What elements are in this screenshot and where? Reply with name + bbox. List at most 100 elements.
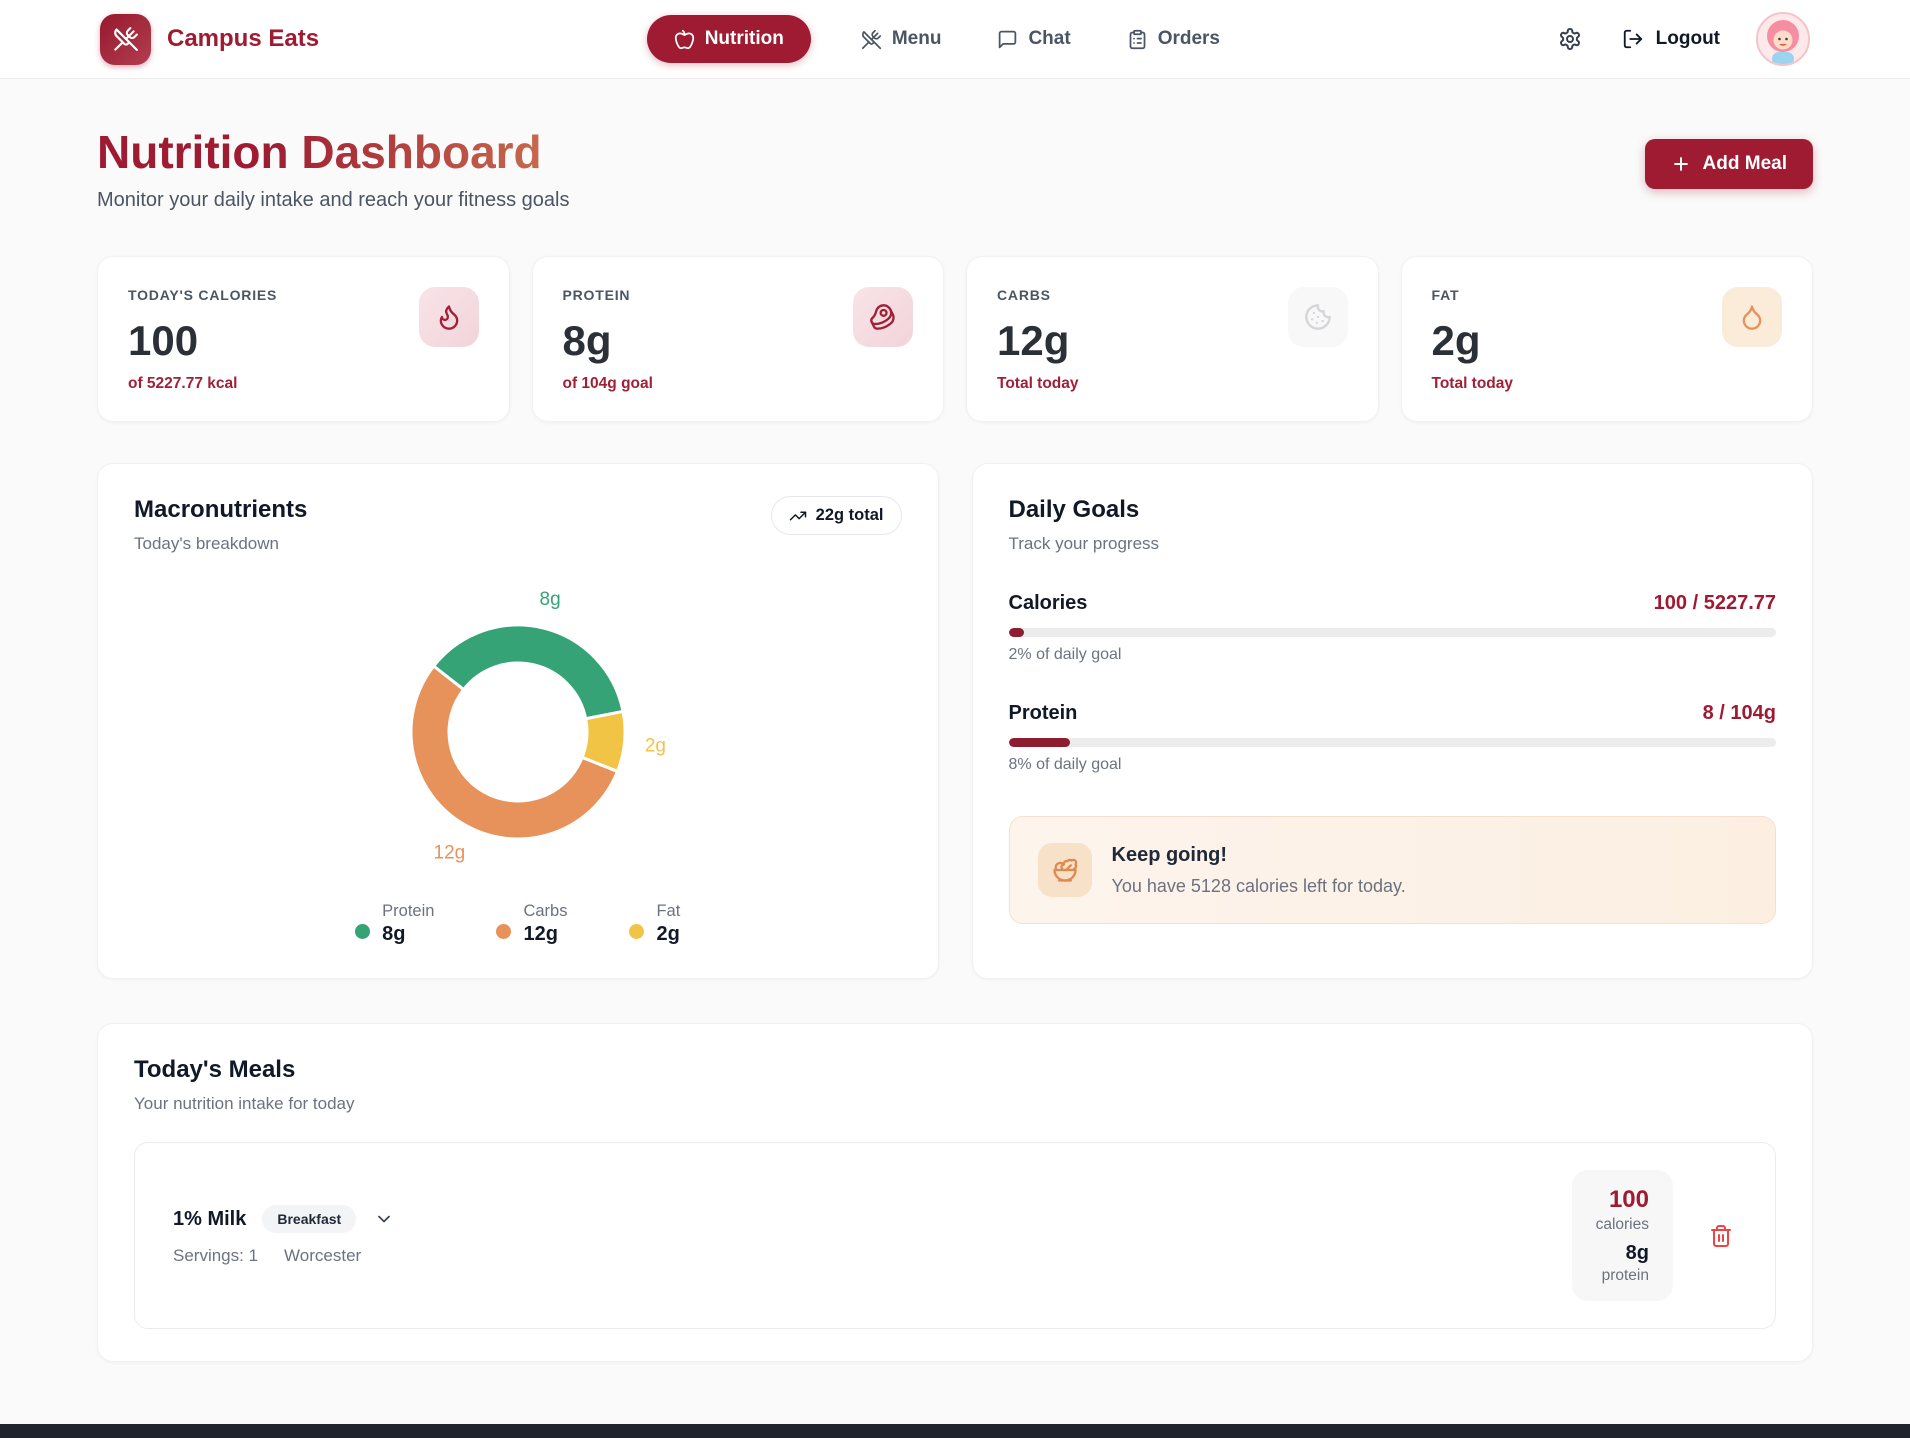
protein-progress-fill bbox=[1008, 738, 1070, 747]
brand[interactable]: Campus Eats bbox=[100, 13, 320, 65]
legend-value: 2g bbox=[656, 923, 680, 945]
goal-value: 100 / 5227.77 bbox=[1653, 592, 1776, 614]
calories-progress-fill bbox=[1008, 628, 1024, 637]
donut-label-protein: 8g bbox=[539, 589, 560, 610]
meal-servings: Servings: 1 bbox=[173, 1246, 259, 1265]
salad-icon bbox=[1037, 843, 1092, 897]
carbs-dot bbox=[496, 923, 512, 939]
page-title: Nutrition Dashboard bbox=[97, 125, 569, 179]
meal-list-item: 1% Milk Breakfast Servings: 1 Worcester … bbox=[134, 1142, 1776, 1329]
stat-sub: of 5227.77 kcal bbox=[128, 375, 238, 392]
goals-title: Daily Goals bbox=[1008, 496, 1140, 523]
stat-label: CARBS bbox=[997, 287, 1051, 303]
macros-title: Macronutrients bbox=[134, 496, 308, 523]
plus-icon bbox=[1671, 154, 1691, 174]
logout-label: Logout bbox=[1655, 28, 1720, 49]
nav-label-nutrition: Nutrition bbox=[704, 28, 784, 49]
nav-item-orders[interactable]: Orders bbox=[1121, 27, 1226, 51]
logout-icon bbox=[1622, 28, 1644, 50]
goal-label: Calories bbox=[1008, 592, 1088, 614]
stat-label: PROTEIN bbox=[562, 287, 631, 303]
stat-sub: Total today bbox=[997, 375, 1079, 392]
fat-dot bbox=[629, 923, 645, 939]
stat-label: TODAY'S CALORIES bbox=[128, 287, 278, 303]
macros-subtitle: Today's breakdown bbox=[134, 534, 279, 553]
stat-card-fat: FAT 2g Total today bbox=[1400, 256, 1813, 422]
trash-icon[interactable] bbox=[1705, 1220, 1737, 1252]
goals-subtitle: Track your progress bbox=[1008, 534, 1160, 553]
chevron-down-icon[interactable] bbox=[372, 1207, 396, 1231]
nav-item-nutrition[interactable]: Nutrition bbox=[646, 15, 811, 63]
goal-label: Protein bbox=[1008, 702, 1078, 724]
logout-button[interactable]: Logout bbox=[1616, 27, 1726, 51]
avatar[interactable] bbox=[1756, 12, 1810, 66]
meal-name: 1% Milk bbox=[173, 1207, 247, 1230]
legend-label: Carbs bbox=[523, 902, 568, 920]
tip-text: You have 5128 calories left for today. bbox=[1111, 875, 1406, 896]
meals-subtitle: Your nutrition intake for today bbox=[134, 1094, 355, 1113]
stat-card-protein: PROTEIN 8g of 104g goal bbox=[531, 256, 944, 422]
header-actions: Logout bbox=[1554, 12, 1810, 66]
legend-item-protein: Protein 8g bbox=[355, 902, 434, 946]
goal-value: 8 / 104g bbox=[1702, 702, 1776, 724]
goal-row-protein: Protein 8 / 104g 8% of daily goal bbox=[1008, 702, 1776, 774]
steak-icon bbox=[853, 287, 913, 347]
stat-cards: TODAY'S CALORIES 100 of 5227.77 kcal PRO… bbox=[97, 256, 1813, 422]
utensils-crossed-logo-icon bbox=[100, 13, 151, 65]
legend-item-carbs: Carbs 12g bbox=[496, 902, 567, 946]
meal-protein-value: 8g bbox=[1625, 1242, 1649, 1264]
apple-icon bbox=[674, 29, 695, 50]
stat-value: 2g bbox=[1431, 317, 1481, 364]
donut-segment-protein bbox=[431, 623, 625, 721]
nav-label-menu: Menu bbox=[891, 28, 942, 49]
meal-location: Worcester bbox=[284, 1246, 362, 1265]
total-grams-badge: 22g total bbox=[770, 496, 902, 535]
stat-sub: of 104g goal bbox=[562, 375, 653, 392]
top-navbar: Campus Eats Nutrition Menu Chat Orders L… bbox=[0, 0, 1910, 79]
nav-label-chat: Chat bbox=[1028, 28, 1071, 49]
stat-card-calories: TODAY'S CALORIES 100 of 5227.77 kcal bbox=[97, 256, 510, 422]
legend-label: Fat bbox=[656, 902, 681, 920]
meals-title: Today's Meals bbox=[134, 1056, 296, 1083]
meal-calories-value: 100 bbox=[1608, 1186, 1649, 1213]
footer-strip bbox=[0, 1424, 1910, 1438]
stat-card-carbs: CARBS 12g Total today bbox=[966, 256, 1379, 422]
stat-value: 12g bbox=[997, 317, 1070, 364]
tip-title: Keep going! bbox=[1111, 843, 1228, 866]
add-meal-button[interactable]: Add Meal bbox=[1644, 139, 1813, 189]
legend-value: 12g bbox=[523, 923, 558, 945]
utensils-crossed-icon bbox=[861, 29, 882, 50]
macros-legend: Protein 8g Carbs 12g Fat 2g bbox=[134, 902, 902, 946]
daily-goals-card: Daily Goals Track your progress Calories… bbox=[971, 463, 1813, 979]
meal-protein-label: protein bbox=[1601, 1267, 1649, 1284]
stat-value: 8g bbox=[562, 317, 612, 364]
main-nav: Nutrition Menu Chat Orders bbox=[319, 15, 1554, 63]
stat-sub: Total today bbox=[1431, 375, 1514, 392]
brand-name: Campus Eats bbox=[167, 25, 320, 52]
donut-segment-carbs bbox=[409, 664, 619, 841]
donut-label-fat: 2g bbox=[645, 736, 666, 757]
chat-bubble-icon bbox=[997, 29, 1018, 50]
meal-calories-label: calories bbox=[1595, 1216, 1649, 1233]
settings-gear-icon[interactable] bbox=[1554, 23, 1586, 55]
goal-row-calories: Calories 100 / 5227.77 2% of daily goal bbox=[1008, 592, 1776, 664]
trending-up-icon bbox=[789, 507, 807, 525]
page-subtitle: Monitor your daily intake and reach your… bbox=[97, 189, 570, 211]
goal-caption: 2% of daily goal bbox=[1008, 646, 1122, 663]
calories-progressbar bbox=[1008, 628, 1776, 637]
protein-progressbar bbox=[1008, 738, 1776, 747]
flame-icon bbox=[418, 287, 479, 347]
nav-item-chat[interactable]: Chat bbox=[991, 27, 1076, 51]
stat-label: FAT bbox=[1431, 287, 1460, 303]
droplet-icon bbox=[1722, 287, 1782, 347]
meal-nutrition-box: 100 calories 8g protein bbox=[1571, 1170, 1673, 1301]
cookie-icon bbox=[1287, 287, 1348, 347]
nav-item-menu[interactable]: Menu bbox=[855, 27, 948, 51]
meal-type-badge: Breakfast bbox=[262, 1205, 357, 1233]
total-grams-label: 22g total bbox=[815, 506, 884, 524]
add-meal-label: Add Meal bbox=[1702, 153, 1787, 174]
nav-label-orders: Orders bbox=[1157, 28, 1220, 49]
stat-value: 100 bbox=[128, 317, 199, 364]
donut-label-carbs: 12g bbox=[433, 843, 465, 864]
protein-dot bbox=[355, 923, 371, 939]
